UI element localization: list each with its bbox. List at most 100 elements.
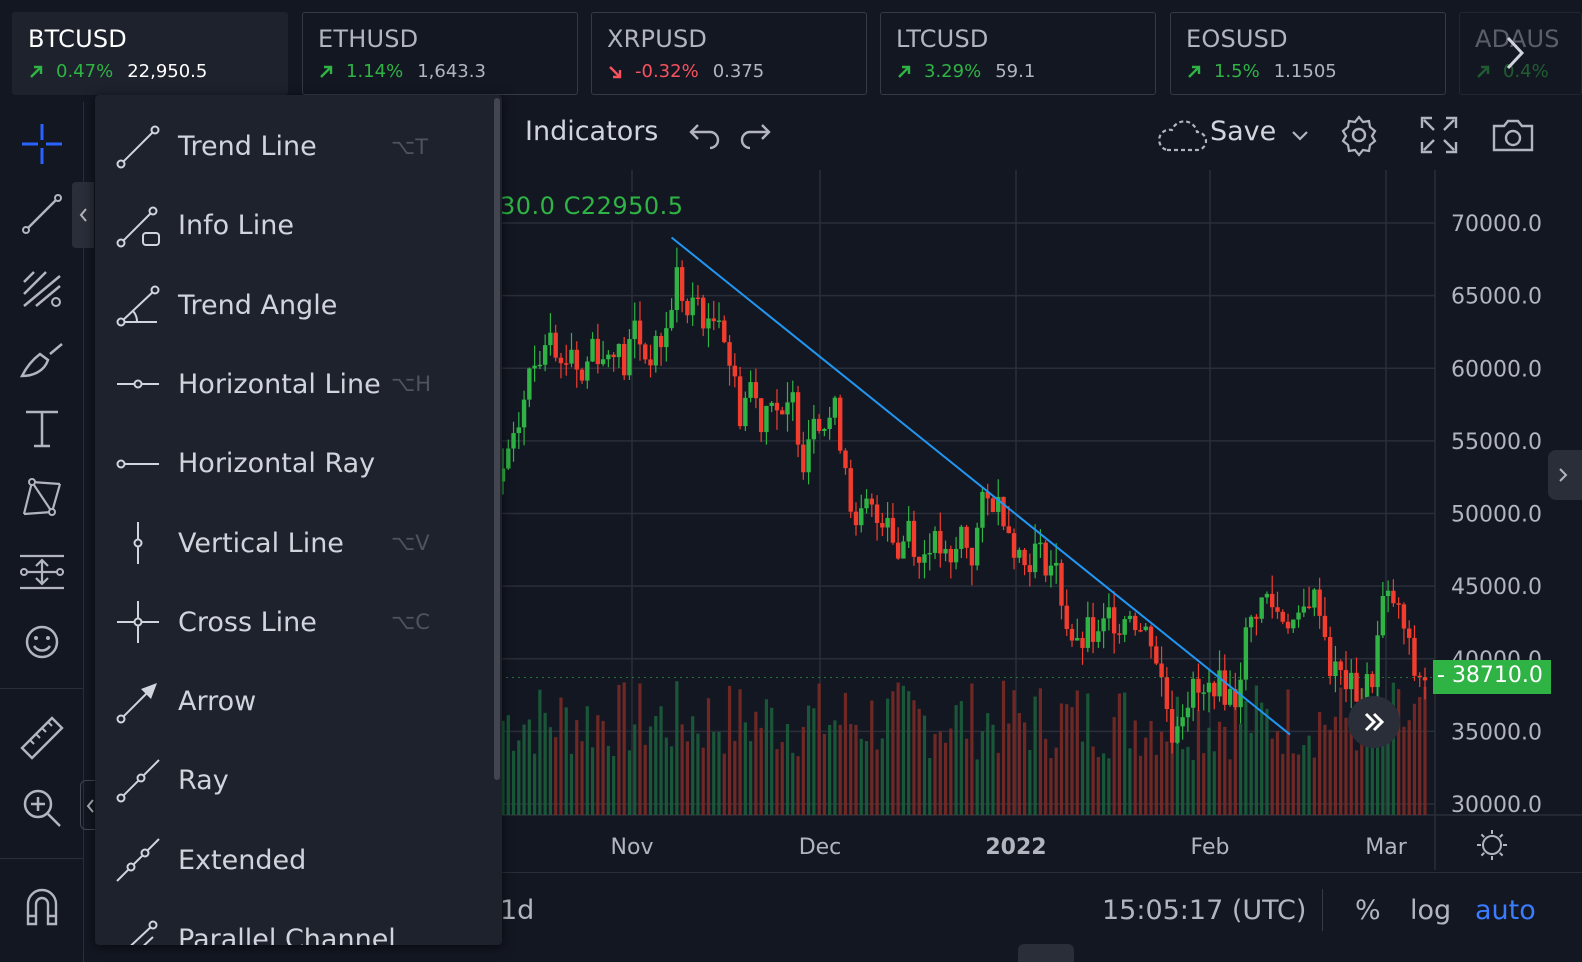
x-axis-tick-label: Nov — [611, 835, 654, 860]
indicators-button[interactable]: Indicators — [525, 116, 659, 147]
text-tool-icon[interactable] — [16, 402, 68, 454]
volume-bar — [669, 746, 674, 815]
volume-bar — [1244, 700, 1248, 815]
volume-bar — [564, 707, 568, 815]
gear-icon[interactable] — [1336, 112, 1382, 158]
candle-body — [1396, 603, 1401, 605]
pattern-tool-icon[interactable] — [16, 472, 68, 524]
candle-body — [1106, 607, 1112, 619]
y-axis-tick-label: 35000.0 — [1451, 720, 1542, 745]
candle-body — [701, 297, 706, 329]
ticker-symbol: BTCUSD — [28, 25, 127, 53]
trend-angle-icon — [116, 285, 160, 327]
ticker-ethusd[interactable]: ETHUSD 1.14% 1,643.3 — [302, 12, 578, 95]
volume-bar — [1328, 729, 1332, 815]
chevron-down-icon[interactable] — [1288, 112, 1312, 158]
volume-bar — [1402, 726, 1406, 815]
volume-bar — [554, 737, 558, 815]
candle-body — [1322, 615, 1328, 638]
volume-bar — [912, 700, 916, 815]
collapse-tab-secondary[interactable] — [80, 780, 98, 830]
menu-item-arrow[interactable]: Arrow — [95, 662, 490, 741]
ticker-change: 3.29% — [924, 61, 982, 82]
volume-bar — [1323, 724, 1327, 815]
volume-bar — [675, 681, 679, 815]
trend-line-tool-icon[interactable] — [16, 188, 68, 240]
ticker-btcusd[interactable]: BTCUSD 0.47% 22,950.5 — [12, 12, 288, 95]
candle-body — [564, 363, 569, 365]
right-panel-toggle[interactable] — [1548, 450, 1582, 500]
fib-tool-icon[interactable] — [16, 262, 68, 314]
menu-item-trend-line[interactable]: Trend Line ⌥T — [95, 107, 490, 186]
log-scale-button[interactable]: log — [1410, 895, 1452, 926]
axis-settings-icon-ray — [1499, 833, 1504, 838]
scroll-to-realtime-button[interactable] — [1348, 696, 1400, 748]
ticker-xrpusd[interactable]: XRPUSD -0.32% 0.375 — [591, 12, 867, 95]
candle-body — [1043, 542, 1048, 576]
camera-icon[interactable] — [1490, 112, 1536, 158]
timeline-scroll-handle[interactable] — [1018, 944, 1074, 962]
volume-bar — [780, 742, 784, 815]
volume-bar — [833, 720, 837, 815]
ticker-eosusd[interactable]: EOSUSD 1.5% 1.1505 — [1170, 12, 1446, 95]
collapse-tab[interactable] — [72, 182, 94, 248]
candle-body — [1238, 679, 1243, 708]
interval-label[interactable]: 1d — [500, 895, 535, 926]
candle-body — [974, 527, 980, 566]
clock-label[interactable]: 15:05:17 (UTC) — [1102, 895, 1307, 926]
prediction-tool-icon[interactable] — [16, 546, 68, 598]
crosshair-icon[interactable] — [16, 118, 68, 170]
candle-body — [748, 382, 753, 398]
zoom-in-icon[interactable] — [16, 782, 68, 834]
chevron-right-icon[interactable] — [1500, 30, 1530, 76]
save-button[interactable]: Save — [1210, 116, 1277, 147]
magnet-icon[interactable] — [16, 880, 68, 932]
x-axis-tick-label: Dec — [799, 835, 842, 860]
emoji-icon[interactable] — [16, 616, 68, 668]
menu-item-extended-line[interactable]: Extended — [95, 821, 490, 900]
volume-bar — [1012, 690, 1016, 815]
percent-scale-button[interactable]: % — [1355, 895, 1381, 926]
candle-body — [1143, 626, 1148, 631]
candle-body — [1059, 562, 1064, 606]
brush-tool-icon[interactable] — [16, 332, 68, 384]
price-chart[interactable]: 70000.0 65000.0 60000.0 55000.0 50000.0 45000… — [500, 170, 1582, 870]
menu-item-ray[interactable]: Ray — [95, 741, 490, 820]
volume-bar — [1291, 753, 1295, 815]
cloud-icon[interactable] — [1155, 112, 1209, 158]
menu-item-trend-angle[interactable]: Trend Angle — [95, 266, 490, 345]
menu-item-vertical-line[interactable]: Vertical Line ⌥V — [95, 504, 490, 583]
menu-item-horizontal-line[interactable]: Horizontal Line ⌥H — [95, 345, 490, 424]
candle-body — [1280, 611, 1285, 622]
menu-item-horizontal-ray[interactable]: Horizontal Ray — [95, 424, 490, 503]
undo-icon[interactable] — [680, 112, 726, 158]
candle-body — [1243, 627, 1249, 680]
candle-body — [869, 498, 874, 505]
volume-bar — [569, 753, 574, 815]
redo-icon[interactable] — [734, 112, 780, 158]
menu-item-parallel-channel[interactable]: Parallel Channel — [95, 900, 490, 945]
menu-scrollbar[interactable] — [494, 98, 500, 780]
volume-bar — [1001, 680, 1006, 815]
ticker-ltcusd[interactable]: LTCUSD 3.29% 59.1 — [880, 12, 1156, 95]
candle-body — [1138, 630, 1143, 632]
candle-body — [722, 320, 727, 343]
candle-body — [648, 359, 653, 366]
chevron-left-icon — [86, 799, 94, 813]
candle-body — [1027, 565, 1033, 573]
fullscreen-icon[interactable] — [1416, 112, 1462, 158]
ticker-change: 1.5% — [1214, 61, 1260, 82]
candle-body — [1285, 621, 1291, 629]
menu-item-label: Trend Angle — [178, 289, 338, 321]
volume-bar — [1281, 753, 1285, 815]
candle-body — [1301, 606, 1307, 613]
candle-body — [1343, 670, 1349, 690]
ruler-icon[interactable] — [16, 710, 68, 762]
auto-scale-button[interactable]: auto — [1475, 895, 1536, 926]
ticker-change: 1.14% — [346, 61, 404, 82]
volume-bar — [527, 719, 531, 815]
menu-item-cross-line[interactable]: Cross Line ⌥C — [95, 583, 490, 662]
candle-body — [737, 376, 743, 427]
menu-item-info-line[interactable]: Info Line — [95, 186, 490, 265]
candle-body — [1380, 596, 1386, 636]
